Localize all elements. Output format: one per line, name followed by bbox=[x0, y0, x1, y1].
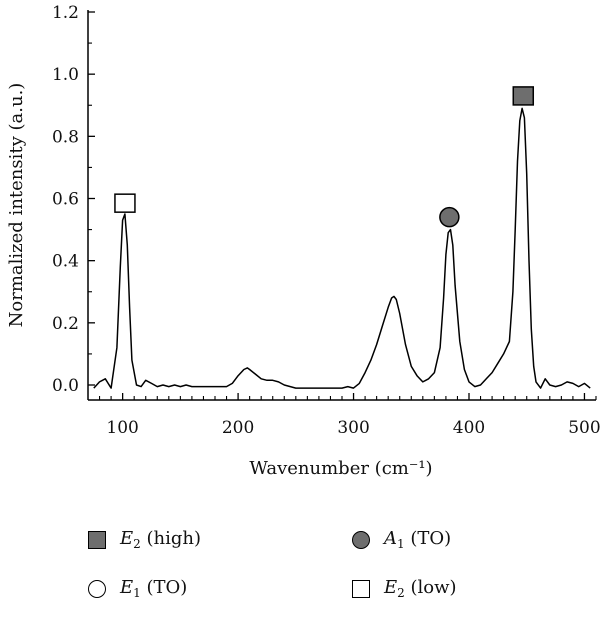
y-tick-label: 0.8 bbox=[52, 127, 79, 147]
legend-label: A1 (TO) bbox=[384, 528, 452, 551]
open-square-marker bbox=[114, 193, 136, 213]
open-square-marker-icon bbox=[352, 579, 370, 598]
plot-area: 0.0 0.2 0.4 0.6 0.8 1.0 1.2 100 200 300 400 500 bbox=[52, 3, 600, 438]
y-tick-label: 0.2 bbox=[52, 314, 79, 334]
y-tick-label: 0.4 bbox=[52, 252, 79, 272]
x-tick-label: 200 bbox=[222, 418, 254, 438]
legend-label: E2 (high) bbox=[120, 528, 202, 551]
legend: E2 (high) A1 (TO) E1 (TO) E2 (low) bbox=[0, 520, 600, 620]
open-circle-marker-icon bbox=[88, 579, 106, 598]
legend-item-e2-low: E2 (low) bbox=[352, 577, 457, 600]
x-tick-label: 100 bbox=[106, 418, 138, 438]
spectrum-line bbox=[93, 107, 591, 389]
y-tick-label: 1.2 bbox=[52, 3, 79, 23]
y-tick-label: 0.6 bbox=[52, 190, 79, 210]
filled-square-marker bbox=[512, 86, 535, 106]
filled-circle-marker bbox=[439, 206, 460, 228]
filled-square-marker-icon bbox=[88, 530, 106, 549]
legend-item-a1-to: A1 (TO) bbox=[352, 528, 451, 551]
legend-item-e2-high: E2 (high) bbox=[88, 528, 201, 551]
x-axis-label: Wavenumber (cm⁻¹) bbox=[249, 458, 432, 479]
legend-item-e1-to: E1 (TO) bbox=[88, 577, 187, 600]
x-tick-label: 300 bbox=[337, 418, 369, 438]
raman-chart: 0.0 0.2 0.4 0.6 0.8 1.0 1.2 100 200 300 400 500 Nor… bbox=[6, 3, 600, 479]
y-tick-label: 1.0 bbox=[52, 65, 79, 85]
x-tick-label: 400 bbox=[453, 418, 485, 438]
legend-label: E1 (TO) bbox=[120, 577, 188, 600]
legend-label: E2 (low) bbox=[384, 577, 457, 600]
y-tick-label: 0.0 bbox=[52, 376, 79, 396]
y-axis-label: Normalized intensity (a.u.) bbox=[6, 83, 27, 328]
x-tick-label: 500 bbox=[568, 418, 600, 438]
filled-circle-marker-icon bbox=[352, 530, 370, 549]
